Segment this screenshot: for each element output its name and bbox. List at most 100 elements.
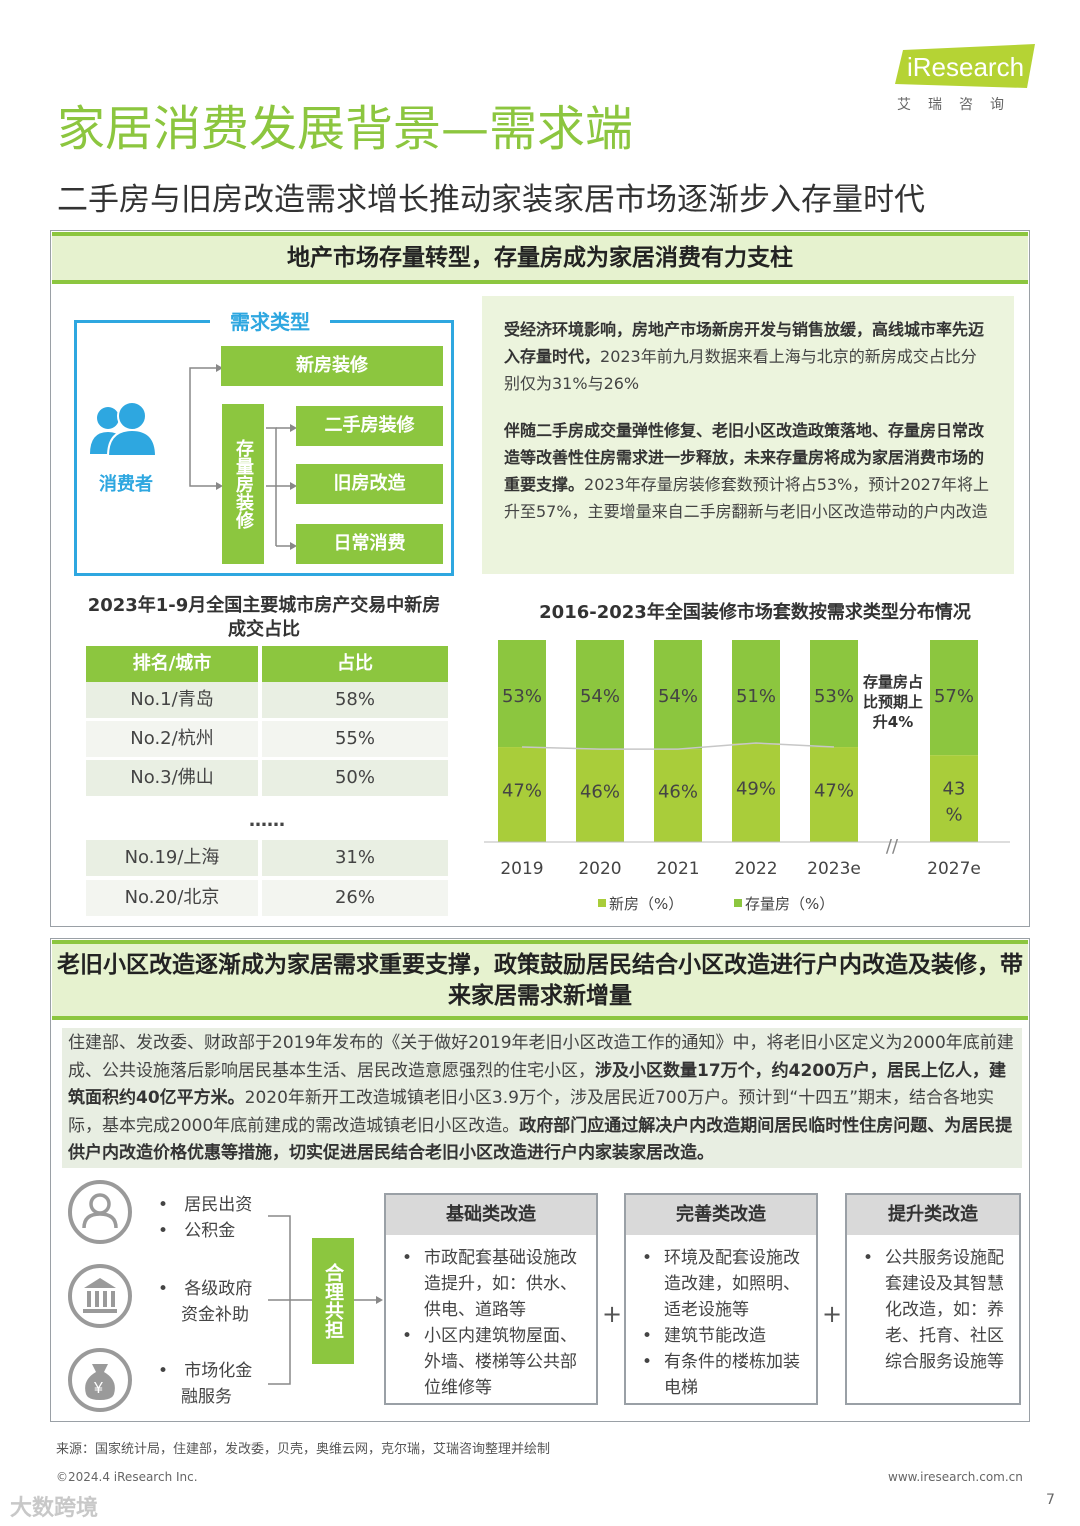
legend-swatch [734,899,742,907]
money-bag-icon: ¥ [68,1348,132,1412]
table-cell-city: No.2/杭州 [86,721,258,757]
list-item: 市政配套基础设施改造提升，如：供水、供电、道路等 [400,1245,586,1323]
table-row: No.2/杭州 55% [86,721,448,757]
data-label-stock: 54% [580,686,620,707]
table-header-city: 排名/城市 [86,646,258,682]
page-subtitle: 二手房与旧房改造需求增长推动家装家居市场逐渐步入存量时代 [57,182,925,218]
stock-house-box: 存量房装修 [222,404,264,564]
x-tick-label: 2020 [578,859,621,879]
plus-sign: + [821,1300,843,1328]
data-label-stock: 54% [658,686,698,707]
legend-swatch [598,899,606,907]
table-cell-share: 50% [262,760,448,796]
page-title: 家居消费发展背景—需求端 [57,101,634,157]
context-paragraph-1: 受经济环境影响，房地产市场新房开发与销售放缓，高线城市率先迈入存量时代，2023… [504,320,985,393]
bar-new [576,749,624,842]
list-item: 小区内建筑物屋面、外墙、楼梯等公共部位维修等 [400,1323,586,1401]
bar-new [732,743,780,842]
bar-stock [810,640,858,748]
data-label-new: 46% [658,782,698,803]
shared-burden-box: 合理共担 [312,1238,354,1364]
svg-text:¥: ¥ [93,1380,103,1397]
context-paragraph-2: 伴随二手房成交量弹性修复、老旧小区改造政策落地、存量房日常改造等改善性住房需求进… [504,421,990,521]
category-upgrade: 提升类改造 公共服务设施配套建设及其智慧化改造，如：养老、托育、社区综合服务设施… [845,1193,1021,1405]
watermark: 大数跨境 [10,1496,99,1521]
source-note: 来源：国家统计局，住建部，发改委，贝壳，奥维云网，克尔瑞，艾瑞咨询整理并绘制 [56,1442,551,1457]
section2-paragraph: 住建部、发改委、财政部于2019年发布的《关于做好2019年老旧小区改造工作的通… [62,1028,1022,1168]
plus-sign: + [601,1300,623,1328]
data-label-new: 49% [736,779,776,800]
table-row: No.3/佛山 50% [86,760,448,796]
trend-line [521,742,835,750]
x-tick-label: 2023e [807,859,861,879]
category-basic: 基础类改造 市政配套基础设施改造提升，如：供水、供电、道路等 小区内建筑物屋面、… [384,1193,598,1405]
bar-new [498,747,546,842]
logo-text: iResearch [907,52,1024,82]
category-improve-title: 完善类改造 [626,1195,816,1235]
table-header-row: 排名/城市 占比 [86,646,448,682]
table-cell-share: 58% [262,682,448,718]
bar-new [810,747,858,842]
section1-box [50,230,1030,927]
x-tick-label: 2021 [656,859,699,879]
section2-box [50,938,1030,1422]
chart-title: 2016-2023年全国装修市场套数按需求类型分布情况 [539,602,971,623]
data-label-stock: 51% [736,686,776,707]
logo-subtitle: 艾瑞咨询 [897,97,1021,113]
list-item: 建筑节能改造 [640,1323,806,1349]
category-improve: 完善类改造 环境及配套设施改造改建，如照明、适老设施等 建筑节能改造 有条件的楼… [624,1193,818,1405]
data-label-new: 43 [943,779,966,800]
list-item: 环境及配套设施改造改建，如照明、适老设施等 [640,1245,806,1323]
table-header-share: 占比 [262,646,448,682]
new-house-box: 新房装修 [221,346,443,386]
list-item: 公共服务设施配套建设及其智慧化改造，如：养老、托育、社区综合服务设施等 [861,1245,1009,1375]
x-tick-label: 2022 [734,859,777,879]
x-tick-label: 2027e [927,859,981,879]
person-icon [68,1180,132,1244]
bar-new [930,755,978,842]
funding-list-1: • 居民出资 • 公积金 [158,1195,253,1241]
x-tick-label: 2019 [500,859,543,879]
axis-break-mark: // [886,836,899,857]
legend-label: 新房（%） [609,895,683,913]
funding-list-3: • 市场化金融服务 [158,1361,253,1407]
bar-stock [930,640,978,756]
table-row: No.19/上海 31% [86,840,448,876]
chart-annotation: 存量房占 [863,673,923,691]
daily-consumption-box: 日常消费 [296,524,443,564]
legend-label: 存量房（%） [745,895,834,913]
table-cell-city: No.19/上海 [86,840,258,876]
consumer-label: 消费者 [99,474,153,495]
data-label-stock: 53% [502,686,542,707]
table-cell-share: 55% [262,721,448,757]
context-text-panel: 受经济环境影响，房地产市场新房开发与销售放缓，高线城市率先迈入存量时代，2023… [482,296,1014,574]
table-row: No.1/青岛 58% [86,682,448,718]
bar-new [654,749,702,842]
category-basic-title: 基础类改造 [386,1195,596,1235]
data-label-new: 46% [580,782,620,803]
table-cell-city: No.3/佛山 [86,760,258,796]
data-label-new: % [945,805,962,826]
data-label-stock: 53% [814,686,854,707]
consumer-icon [88,398,160,458]
bar-stock [732,640,780,744]
iresearch-logo: iResearch [895,44,1035,88]
demand-connectors [189,364,297,550]
list-item: 有条件的楼栋加装电梯 [640,1349,806,1401]
data-label-new: 47% [814,781,854,802]
page-number: 7 [1046,1492,1055,1508]
table-cell-share: 31% [262,840,448,876]
data-label-new: 47% [502,781,542,802]
website-url: www.iresearch.com.cn [888,1470,1023,1484]
bar-stock [654,640,702,750]
demand-title: 需求类型 [210,306,330,335]
government-building-icon [68,1264,132,1328]
funding-connectors [268,1215,383,1385]
table-ellipsis: …… [249,810,285,831]
table-cell-share: 26% [262,880,448,916]
table-cell-city: No.20/北京 [86,880,258,916]
data-label-stock: 57% [934,686,974,707]
funding-list-2: • 各级政府资金补助 [158,1279,253,1325]
section2-header: 老旧小区改造逐渐成为家居需求重要支撑，政策鼓励居民结合小区改造进行户内改造及装修… [52,940,1028,1020]
bar-stock [498,640,546,748]
